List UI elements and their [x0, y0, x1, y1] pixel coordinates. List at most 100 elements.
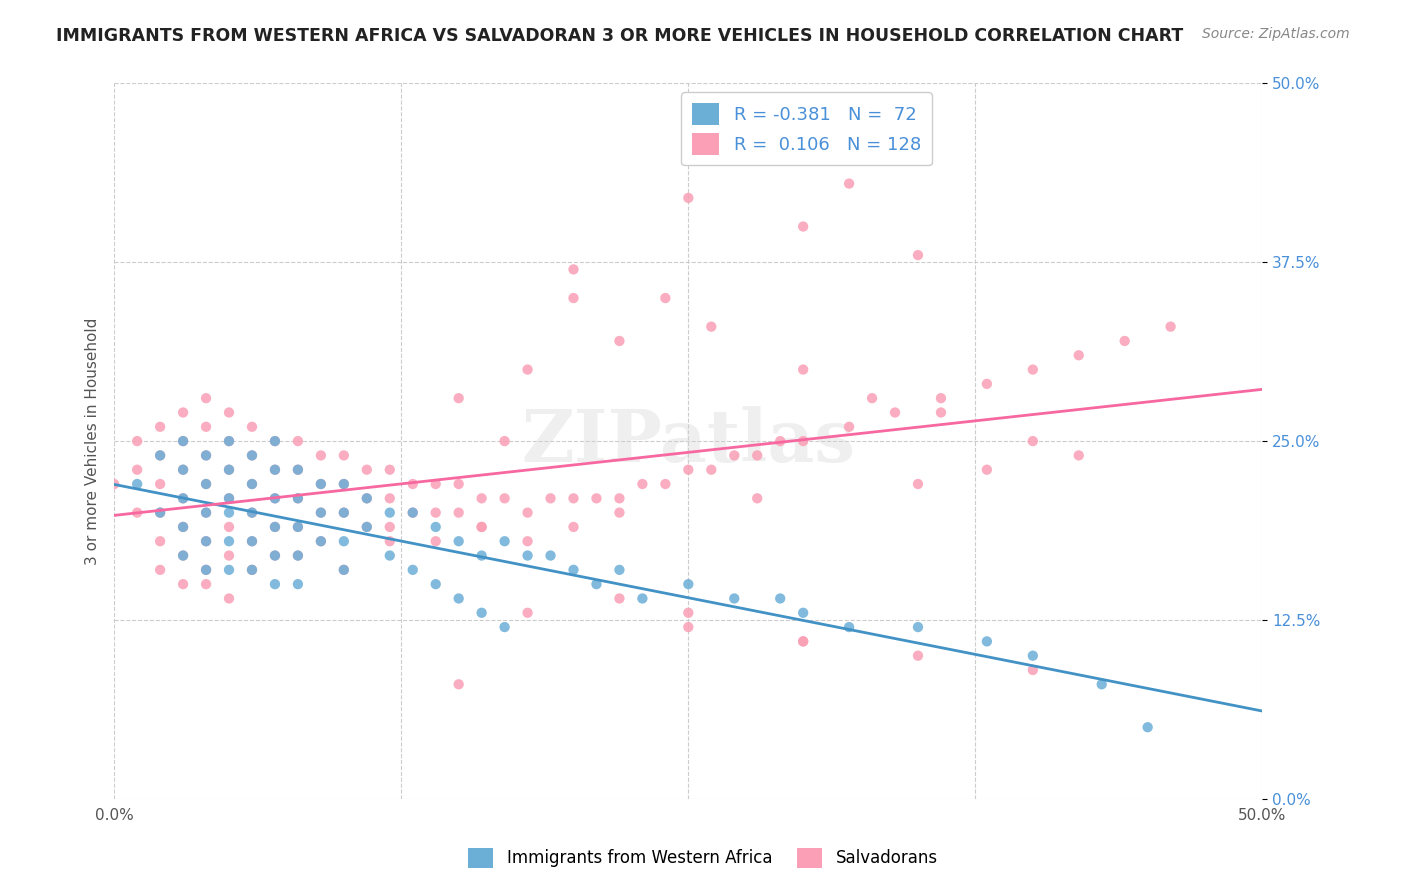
Point: [1022, 434, 1045, 449]
Point: [494, 534, 516, 549]
Point: [1091, 677, 1114, 691]
Point: [884, 405, 907, 419]
Point: [907, 648, 929, 663]
Text: IMMIGRANTS FROM WESTERN AFRICA VS SALVADORAN 3 OR MORE VEHICLES IN HOUSEHOLD COR: IMMIGRANTS FROM WESTERN AFRICA VS SALVAD…: [56, 27, 1184, 45]
Point: [149, 563, 172, 577]
Point: [172, 434, 194, 449]
Point: [378, 506, 401, 520]
Point: [264, 491, 287, 506]
Point: [471, 520, 494, 534]
Point: [127, 477, 149, 491]
Point: [678, 577, 700, 591]
Point: [425, 477, 447, 491]
Point: [287, 520, 309, 534]
Point: [240, 449, 263, 463]
Point: [195, 449, 218, 463]
Point: [195, 477, 218, 491]
Point: [195, 534, 218, 549]
Point: [494, 491, 516, 506]
Y-axis label: 3 or more Vehicles in Household: 3 or more Vehicles in Household: [86, 318, 100, 565]
Point: [172, 463, 194, 477]
Point: [264, 463, 287, 477]
Point: [309, 506, 332, 520]
Point: [609, 591, 631, 606]
Point: [333, 563, 356, 577]
Point: [378, 491, 401, 506]
Point: [516, 362, 538, 376]
Point: [609, 563, 631, 577]
Point: [609, 334, 631, 348]
Point: [540, 491, 562, 506]
Point: [792, 606, 814, 620]
Point: [976, 463, 998, 477]
Point: [264, 491, 287, 506]
Point: [700, 463, 723, 477]
Point: [240, 419, 263, 434]
Point: [1022, 362, 1045, 376]
Point: [218, 563, 240, 577]
Point: [218, 405, 240, 419]
Point: [287, 520, 309, 534]
Point: [240, 563, 263, 577]
Point: [309, 449, 332, 463]
Point: [1022, 663, 1045, 677]
Point: [127, 434, 149, 449]
Point: [309, 534, 332, 549]
Point: [792, 634, 814, 648]
Point: [127, 506, 149, 520]
Point: [425, 534, 447, 549]
Point: [723, 449, 745, 463]
Point: [195, 577, 218, 591]
Point: [425, 520, 447, 534]
Point: [631, 477, 654, 491]
Point: [218, 434, 240, 449]
Point: [172, 491, 194, 506]
Point: [1160, 319, 1182, 334]
Point: [195, 391, 218, 405]
Point: [516, 534, 538, 549]
Point: [333, 506, 356, 520]
Point: [907, 477, 929, 491]
Point: [378, 520, 401, 534]
Point: [287, 491, 309, 506]
Point: [149, 506, 172, 520]
Point: [172, 549, 194, 563]
Point: [792, 434, 814, 449]
Point: [447, 591, 470, 606]
Point: [471, 606, 494, 620]
Point: [907, 248, 929, 262]
Point: [240, 506, 263, 520]
Point: [654, 477, 676, 491]
Point: [792, 362, 814, 376]
Point: [447, 506, 470, 520]
Point: [678, 191, 700, 205]
Point: [907, 620, 929, 634]
Point: [240, 534, 263, 549]
Point: [678, 620, 700, 634]
Point: [195, 563, 218, 577]
Point: [562, 262, 585, 277]
Point: [287, 577, 309, 591]
Point: [195, 563, 218, 577]
Point: [356, 463, 378, 477]
Point: [172, 434, 194, 449]
Point: [333, 534, 356, 549]
Point: [562, 563, 585, 577]
Point: [838, 419, 860, 434]
Point: [516, 606, 538, 620]
Point: [172, 463, 194, 477]
Point: [287, 434, 309, 449]
Point: [792, 634, 814, 648]
Point: [218, 549, 240, 563]
Point: [149, 449, 172, 463]
Point: [333, 506, 356, 520]
Legend: R = -0.381   N =  72, R =  0.106   N = 128: R = -0.381 N = 72, R = 0.106 N = 128: [682, 93, 932, 165]
Point: [240, 477, 263, 491]
Point: [609, 491, 631, 506]
Point: [218, 491, 240, 506]
Point: [218, 463, 240, 477]
Point: [309, 477, 332, 491]
Point: [516, 506, 538, 520]
Point: [447, 477, 470, 491]
Point: [264, 577, 287, 591]
